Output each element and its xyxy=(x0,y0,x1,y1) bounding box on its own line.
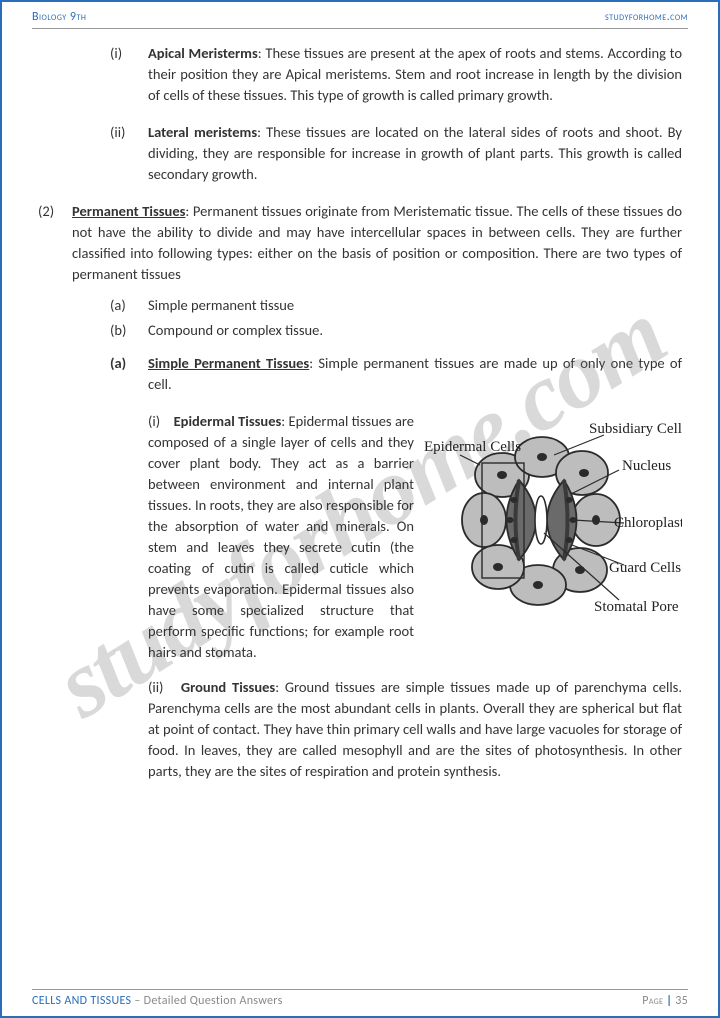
num-ii: (ii) xyxy=(110,122,148,185)
text-epidermal: : Epidermal tissues are composed of a si… xyxy=(148,412,414,661)
page-footer: CELLS AND TISSUES – Detailed Question An… xyxy=(32,989,688,1008)
text-a: Simple permanent tissue xyxy=(148,295,294,316)
num-2: (2) xyxy=(38,201,72,285)
footer-page-num: 35 xyxy=(675,994,688,1008)
page: studyforhome.com Biology 9th studyforhom… xyxy=(0,0,720,1018)
header-left: Biology 9th xyxy=(32,10,86,24)
text-b: Compound or complex tissue. xyxy=(148,320,323,341)
content: (i) Apical Meristerms: These tissues are… xyxy=(32,43,688,782)
header-right: studyforhome.com xyxy=(605,10,688,24)
item-simple-permanent: (a) Simple Permanent Tissues: Simple per… xyxy=(110,353,682,395)
footer-left: CELLS AND TISSUES – Detailed Question An… xyxy=(32,994,283,1008)
title-simple-permanent: Simple Permanent Tissues xyxy=(148,354,309,372)
title-apical: Apical Meristerms xyxy=(148,44,258,62)
fig-label-nucleus: Nucleus xyxy=(622,458,671,474)
fig-label-epidermal: Epidermal Cells xyxy=(424,439,521,455)
sublist-b: (b) Compound or complex tissue. xyxy=(110,320,682,341)
item-apical: (i) Apical Meristerms: These tissues are… xyxy=(110,43,682,106)
body-simple-permanent: Simple Permanent Tissues: Simple permane… xyxy=(148,353,682,395)
body-lateral: Lateral meristems: These tissues are loc… xyxy=(148,122,682,185)
body-permanent: Permanent Tissues: Permanent tissues ori… xyxy=(72,201,682,285)
title-ground: Ground Tissues xyxy=(181,678,275,696)
num-a: (a) xyxy=(110,353,148,395)
epidermal-block: Epidermal Cells Subsidiary Cells Nucleus… xyxy=(148,411,682,663)
permanent-sublist: (a) Simple permanent tissue (b) Compound… xyxy=(110,295,682,341)
lbl-a: (a) xyxy=(110,295,148,316)
fig-label-subsidiary: Subsidiary Cells xyxy=(589,421,682,437)
footer-chapter: CELLS AND TISSUES xyxy=(32,994,131,1008)
ground-block: (ii) Ground Tissues: Ground tissues are … xyxy=(148,677,682,782)
item-permanent: (2) Permanent Tissues: Permanent tissues… xyxy=(38,201,682,285)
body-apical: Apical Meristerms: These tissues are pre… xyxy=(148,43,682,106)
fig-label-guard: Guard Cells xyxy=(609,560,681,576)
num-i: (i) xyxy=(110,43,148,106)
stomata-figure: Epidermal Cells Subsidiary Cells Nucleus… xyxy=(424,415,682,645)
spacer xyxy=(38,663,682,677)
footer-sub: – Detailed Question Answers xyxy=(131,994,282,1008)
lbl-b: (b) xyxy=(110,320,148,341)
fig-label-chloroplast: Chloroplast xyxy=(614,515,682,531)
sublist-a: (a) Simple permanent tissue xyxy=(110,295,682,316)
fig-label-pore: Stomatal Pore xyxy=(594,599,679,615)
item-lateral: (ii) Lateral meristems: These tissues ar… xyxy=(110,122,682,185)
num-a-i: (i) xyxy=(148,412,160,430)
title-lateral: Lateral meristems xyxy=(148,123,257,141)
footer-page-label: Page xyxy=(642,994,666,1008)
page-header: Biology 9th studyforhome.com xyxy=(32,10,688,29)
title-permanent: Permanent Tissues xyxy=(72,202,185,220)
footer-right: Page | 35 xyxy=(642,994,688,1008)
num-a-ii: (ii) xyxy=(148,678,163,696)
title-epidermal: Epidermal Tissues xyxy=(174,412,282,430)
